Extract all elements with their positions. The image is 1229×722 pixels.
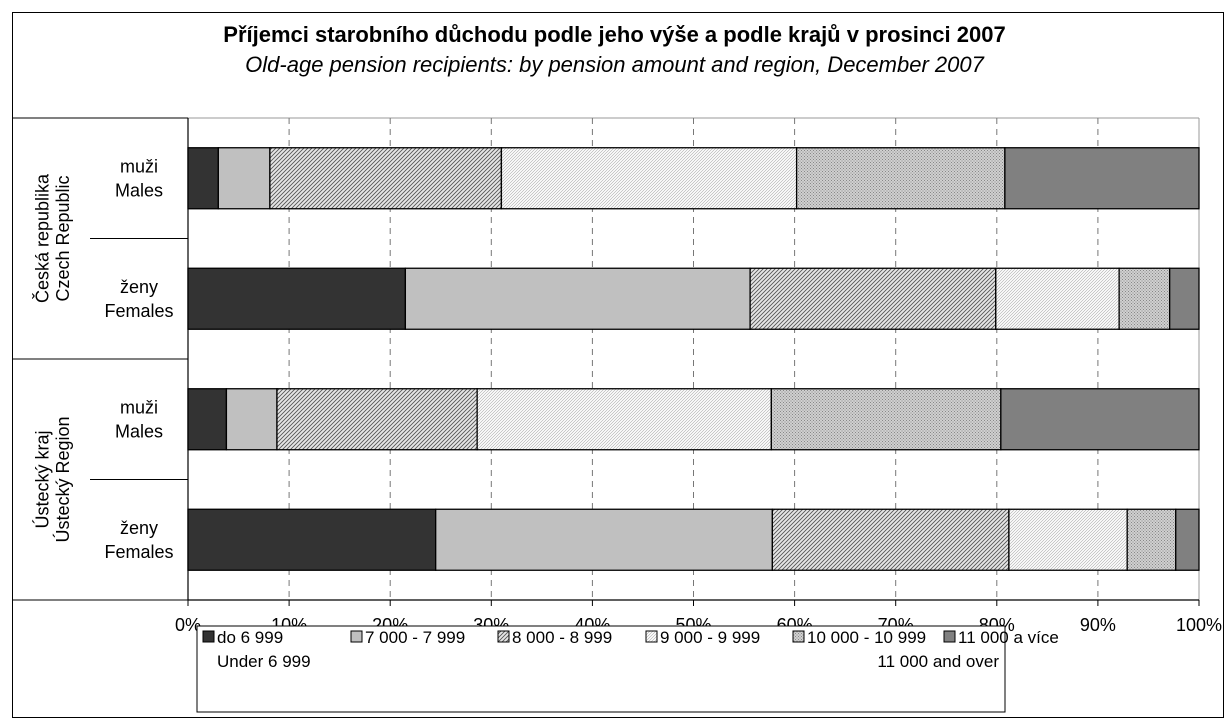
bar-segment-series-2 [435,508,774,571]
bar-segment-series-3 [749,267,997,330]
bar-segment-series-2 [217,147,271,210]
legend-label: 9 000 - 9 999 [660,628,760,647]
legend-label: Under 6 999 [217,652,311,671]
bar-segment-series-1 [187,508,437,571]
legend-swatch [350,630,363,643]
bar-segment-series-4 [995,267,1120,330]
bar-segment-series-4 [1008,508,1128,571]
group-label: Ústecký krajÚstecký Region [31,416,73,542]
bar-segment-series-1 [187,147,219,210]
x-tick-label: 0% [175,615,201,635]
chart-title: Příjemci starobního důchodu podle jeho v… [223,22,1006,47]
legend-label: 7 000 - 7 999 [365,628,465,647]
bar-segment-series-2 [225,388,278,451]
bar-segment-series-3 [276,388,478,451]
bar-segment-series-6 [1169,267,1200,330]
legend-label: 8 000 - 8 999 [512,628,612,647]
category-label: Males [115,180,163,200]
group-label-line: Ústecký kraj [31,430,52,528]
bar-segment-series-4 [500,147,798,210]
legend-swatch [497,630,510,643]
bar-segment-series-5 [1126,508,1177,571]
legend-swatch [943,630,956,643]
bar-segment-series-3 [269,147,503,210]
bar-segment-series-6 [1004,147,1200,210]
bar-segment-series-1 [187,388,228,451]
bar-segment-series-5 [1118,267,1171,330]
category-label: muži [120,156,158,176]
bar-segment-series-4 [476,388,772,451]
group-label-line: Czech Republic [53,175,73,301]
x-tick-label: 100% [1176,615,1222,635]
legend-box [196,625,1006,713]
legend-label: 10 000 - 10 999 [807,628,926,647]
x-tick-label: 90% [1080,615,1116,635]
legend-label: 11 000 a více [958,628,1059,647]
legend-label: do 6 999 [217,628,283,647]
bar-segment-series-2 [404,267,751,330]
category-label: Males [115,421,163,441]
bar-segment-series-5 [795,147,1006,210]
category-label: ženy [120,277,158,297]
category-label: muži [120,397,158,417]
legend-label: 11 000 and over [877,652,999,671]
group-label-line: Česká republika [31,173,52,303]
group-label: Česká republikaCzech Republic [31,173,73,303]
bar-segment-series-6 [1175,508,1200,571]
group-label-line: Ústecký Region [52,416,73,542]
bar-segment-series-6 [1000,388,1200,451]
category-label: Females [104,542,173,562]
bar-segment-series-1 [187,267,407,330]
category-label: Females [104,301,173,321]
bar-segment-series-5 [770,388,1002,451]
chart-subtitle: Old-age pension recipients: by pension a… [245,52,984,77]
legend-swatch [792,630,805,643]
category-label: ženy [120,518,158,538]
bar-segment-series-3 [771,508,1010,571]
legend-swatch [202,630,215,643]
legend-swatch [645,630,658,643]
